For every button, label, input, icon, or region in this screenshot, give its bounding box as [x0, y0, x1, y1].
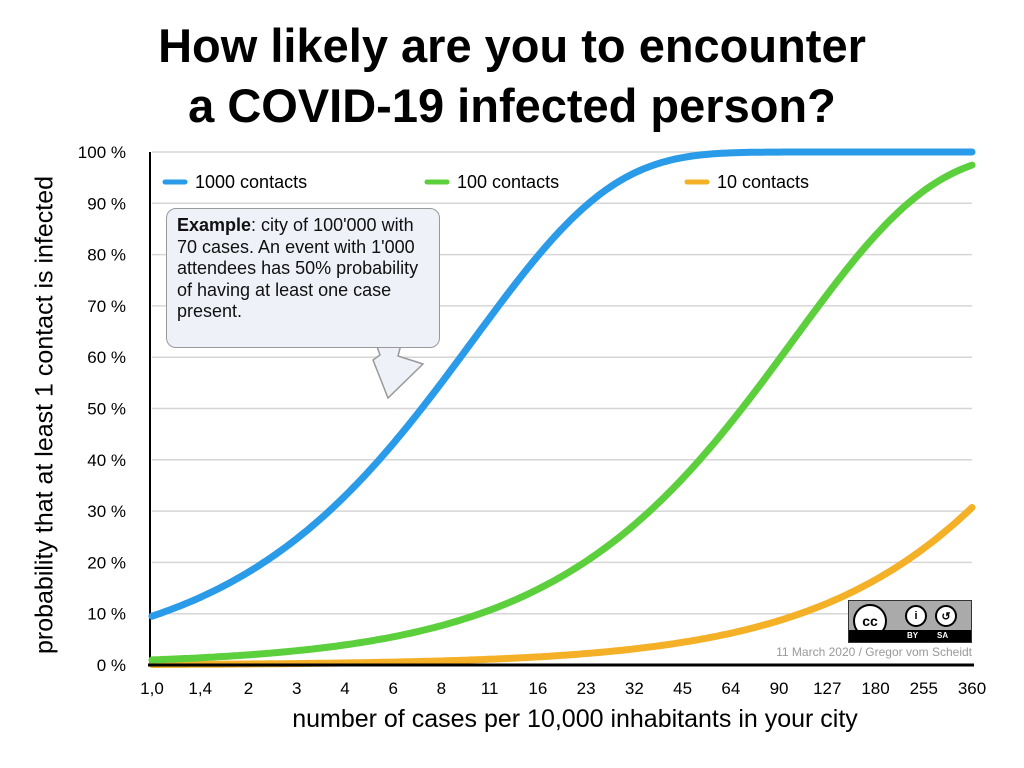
y-tick-label: 20 %	[87, 553, 126, 572]
x-tick-label: 23	[577, 679, 596, 698]
y-tick-label: 10 %	[87, 605, 126, 624]
y-tick-label: 60 %	[87, 348, 126, 367]
x-axis-label: number of cases per 10,000 inhabitants i…	[292, 705, 858, 733]
example-callout: Example: city of 100'000 with 70 cases. …	[166, 208, 440, 348]
y-tick-label: 40 %	[87, 451, 126, 470]
series-line-1000	[148, 148, 976, 620]
credit-text: 11 March 2020 / Gregor vom Scheidt	[776, 645, 972, 659]
x-tick-label: 1,4	[188, 679, 212, 698]
legend-label: 10 contacts	[717, 172, 809, 192]
x-tick-label: 180	[861, 679, 889, 698]
y-tick-label: 70 %	[87, 297, 126, 316]
x-tick-label: 16	[528, 679, 547, 698]
share-alike-icon: ↺	[935, 605, 957, 627]
chart-title-line1: How likely are you to encounter	[158, 19, 866, 72]
x-tick-label: 8	[437, 679, 446, 698]
x-tick-label: 4	[340, 679, 349, 698]
attribution-icon: i	[905, 605, 927, 627]
sa-label: SA	[937, 631, 949, 640]
x-tick-label: 127	[813, 679, 841, 698]
y-tick-label: 30 %	[87, 502, 126, 521]
series-line-100	[148, 161, 976, 664]
x-tick-label: 32	[625, 679, 644, 698]
callout-bold: Example	[177, 215, 252, 235]
x-tick-label: 3	[292, 679, 301, 698]
legend-label: 1000 contacts	[195, 172, 307, 192]
y-tick-label: 0 %	[97, 656, 126, 675]
x-tick-label: 90	[770, 679, 789, 698]
legend-label: 100 contacts	[457, 172, 559, 192]
y-tick-label: 100 %	[78, 143, 126, 162]
x-tick-label: 45	[673, 679, 692, 698]
y-tick-label: 80 %	[87, 246, 126, 265]
callout-text: : city of 100'000 with 70 cases. An even…	[177, 215, 419, 321]
by-label: BY	[907, 631, 919, 640]
x-tick-label: 64	[721, 679, 740, 698]
y-tick-label: 90 %	[87, 194, 126, 213]
x-tick-label: 11	[481, 679, 499, 698]
x-tick-label: 2	[244, 679, 253, 698]
chart-title-line2: a COVID-19 infected person?	[188, 79, 836, 132]
cc-license-badge: cc i ↺ BY SA	[848, 600, 972, 643]
x-tick-label: 255	[910, 679, 938, 698]
x-tick-label: 1,0	[140, 679, 164, 698]
x-tick-label: 360	[958, 679, 986, 698]
y-tick-label: 50 %	[87, 400, 126, 419]
x-tick-label: 6	[388, 679, 397, 698]
